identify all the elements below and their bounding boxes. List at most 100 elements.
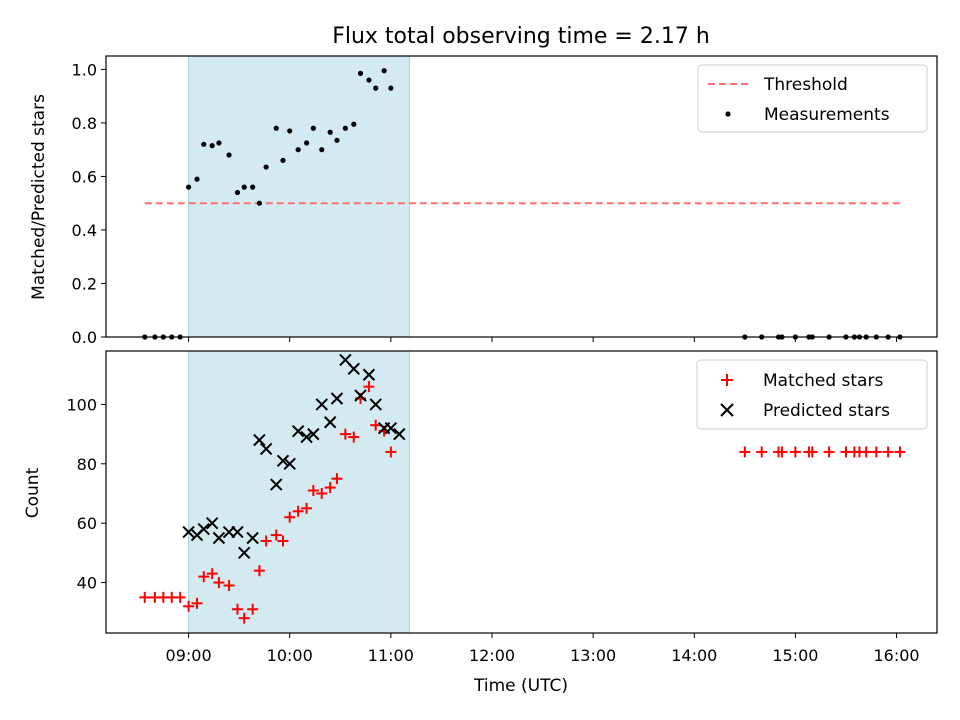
- predicted-x-b: [393, 427, 406, 441]
- predicted-x-b: [231, 525, 244, 539]
- predicted-x-b: [323, 416, 337, 429]
- bottom-xtick-label: 13:00: [570, 646, 616, 665]
- top-legend-measurements-label: Measurements: [764, 105, 890, 125]
- predicted-x-b: [369, 398, 382, 411]
- matched-star-point: [339, 428, 351, 440]
- top-xticks: [188, 337, 898, 342]
- predicted-star-point: [182, 525, 195, 539]
- top-ylabel: Matched/Predicted stars: [29, 94, 49, 300]
- measurement-point: [388, 85, 394, 91]
- predicted-x-b: [347, 362, 360, 376]
- measurement-point: [319, 147, 325, 153]
- bottom-xticks: 09:00 10:00 11:00 12:00 13:00 14:00 15:00 16:00: [166, 633, 920, 665]
- predicted-star-point: [197, 522, 210, 536]
- measurement-point: [201, 141, 207, 147]
- predicted-star-point: [354, 389, 367, 402]
- predicted-star-point: [393, 427, 406, 441]
- top-legend-measurements-swatch: [725, 111, 731, 117]
- bottom-yticks: 40 60 80 100: [66, 395, 106, 593]
- bottom-legend-box: [696, 359, 928, 430]
- matched-star-point: [213, 577, 225, 589]
- matched-star-point: [223, 580, 235, 592]
- matched-star-point: [198, 571, 210, 583]
- measurement-point: [334, 137, 340, 143]
- bottom-legend-matched-swatch: [721, 374, 733, 386]
- bottom-xtick-label: 14:00: [671, 646, 717, 665]
- predicted-star-point: [291, 424, 305, 438]
- predicted-x-b: [330, 392, 344, 405]
- bottom-xtick-label: 10:00: [267, 646, 313, 665]
- matched-star-point: [183, 600, 195, 612]
- matched-star-point: [894, 446, 906, 458]
- predicted-x-b: [246, 531, 259, 545]
- predicted-x-b: [307, 427, 320, 441]
- predicted-x-b: [339, 353, 352, 367]
- predicted-x-b: [259, 442, 273, 456]
- predicted-star-point: [330, 392, 344, 405]
- predicted-x-b: [384, 421, 398, 435]
- predicted-star-point: [276, 454, 290, 468]
- matched-star-point: [139, 591, 151, 603]
- matched-star-point: [316, 487, 328, 499]
- measurement-point: [373, 85, 379, 91]
- predicted-star-point: [347, 362, 360, 376]
- measurement-point: [273, 125, 279, 131]
- bottom-ylabel: Count: [23, 467, 43, 518]
- measurement-point: [216, 140, 222, 146]
- predicted-star-point: [307, 427, 320, 441]
- measurement-point: [280, 157, 286, 163]
- predicted-star-point: [212, 531, 226, 545]
- measurement-point: [241, 184, 247, 190]
- matched-star-point: [860, 446, 872, 458]
- predicted-x-b: [205, 516, 219, 530]
- bottom-axes-frame: [105, 350, 938, 634]
- predicted-x-b: [276, 454, 290, 468]
- top-axes-frame: [105, 55, 938, 338]
- measurement-point: [209, 143, 215, 149]
- measurement-point: [250, 184, 256, 190]
- top-ytick-label: 0.6: [72, 167, 97, 186]
- matched-star-point: [206, 568, 218, 580]
- predicted-x-b: [238, 546, 251, 560]
- matched-star-point: [174, 591, 186, 603]
- bottom-panel: 40 60 80 100 09:00 10:00 11:00 12:00 13:00 14:00…: [23, 350, 938, 696]
- predicted-star-point: [300, 430, 313, 444]
- predicted-star-point: [238, 546, 251, 560]
- matched-star-point: [260, 535, 272, 547]
- predicted-star-point: [246, 531, 259, 545]
- predicted-x-b: [283, 457, 296, 471]
- measurement-point: [366, 77, 372, 83]
- predicted-star-point: [205, 516, 219, 530]
- top-ytick-label: 0.2: [72, 274, 97, 293]
- predicted-star-point: [323, 416, 337, 429]
- matched-star-point: [776, 446, 788, 458]
- predicted-x-b: [300, 430, 313, 444]
- bottom-marks: [139, 353, 906, 624]
- bottom-legend-predicted-swatch: [720, 403, 734, 417]
- matched-star-point: [370, 419, 382, 431]
- measurement-point: [310, 125, 316, 131]
- predicted-x-b: [291, 424, 305, 438]
- chart-title: Flux total observing time = 2.17 h: [332, 24, 710, 49]
- measurement-point: [295, 147, 301, 153]
- measurement-point: [226, 152, 232, 158]
- bottom-legend: Matched stars Predicted stars: [696, 359, 928, 430]
- bottom-xtick-label: 16:00: [873, 646, 919, 665]
- predicted-star-point: [270, 478, 283, 491]
- matched-star-point: [301, 502, 313, 514]
- matched-star-point: [191, 597, 203, 609]
- predicted-star-point: [283, 457, 296, 471]
- predicted-x-b: [253, 433, 266, 447]
- bottom-highlight-span: [188, 350, 410, 634]
- bottom-xtick-label: 09:00: [166, 646, 212, 665]
- matched-star-point: [806, 446, 818, 458]
- predicted-star-point: [315, 398, 328, 411]
- matched-star-point: [292, 505, 304, 517]
- measurement-point: [256, 200, 262, 206]
- top-ytick-label: 0.8: [72, 114, 97, 133]
- predicted-star-point: [362, 368, 376, 381]
- bottom-legend-predicted-label: Predicted stars: [763, 401, 890, 421]
- measurement-point: [287, 128, 293, 134]
- bottom-xlabel: Time (UTC): [473, 676, 568, 696]
- top-ytick-label: 0.0: [72, 328, 97, 347]
